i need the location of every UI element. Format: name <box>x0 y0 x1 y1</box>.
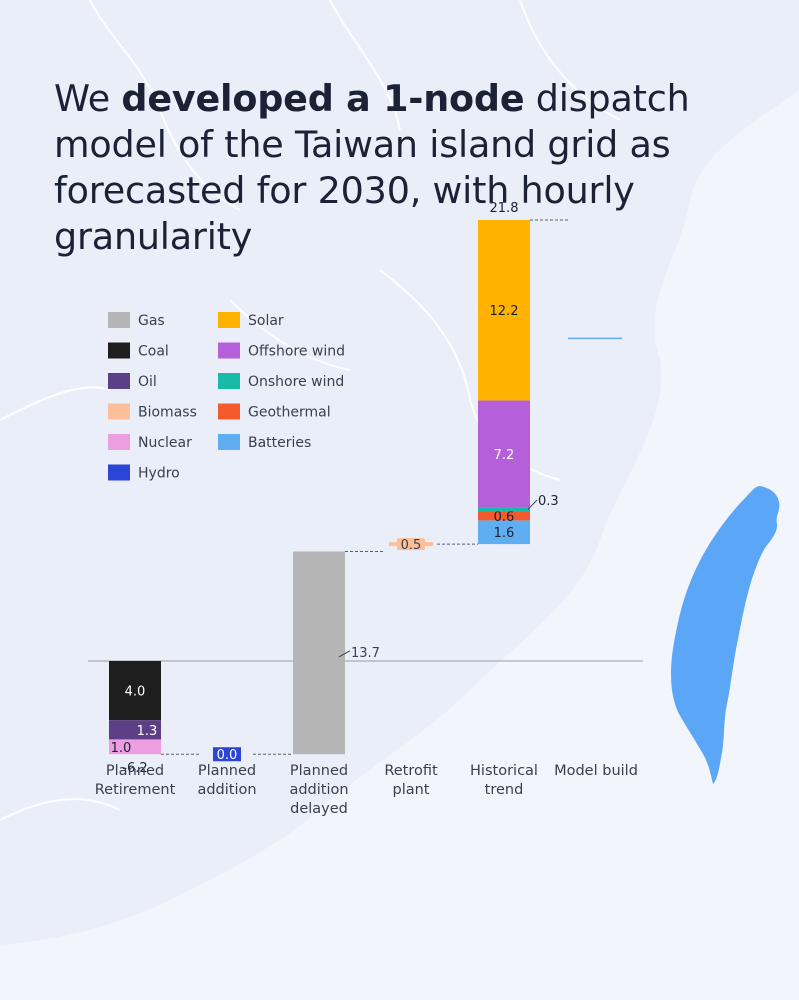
taiwan-island-shape <box>671 486 780 784</box>
chart-plot: 4.0 1.3 1.0 -6.2 0.0 13.7 0.5 1.60.6 0.3 7.2 12.2 2… <box>88 201 643 776</box>
legend-label-solar: Solar <box>248 313 284 329</box>
total-label-historical-trend: 21.8 <box>490 201 519 216</box>
headline: We developed a 1-node dispatch model of … <box>54 76 774 260</box>
data-label-oil: 1.3 <box>137 724 158 739</box>
legend-label-oil: Oil <box>138 374 157 390</box>
legend-label-batteries: Batteries <box>248 435 311 451</box>
data-label-solar: 12.2 <box>490 304 519 319</box>
legend-label-coal: Coal <box>138 344 169 360</box>
legend-label-nuclear: Nuclear <box>138 435 192 451</box>
x-tick-label-planned-retirement: Planned Retirement <box>95 763 176 798</box>
data-label-biomass: 0.5 <box>401 538 422 553</box>
data-label-geothermal: 0.6 <box>494 510 515 525</box>
legend-swatch-nuclear <box>108 434 130 450</box>
legend-swatch-offshore-wind <box>218 342 240 359</box>
legend-swatch-gas <box>108 312 130 328</box>
x-tick-label-model-build: Model build <box>554 763 638 779</box>
data-label-hydro: 0.0 <box>217 748 238 763</box>
legend-label-hydro: Hydro <box>138 466 180 482</box>
legend-swatch-hydro <box>108 464 130 481</box>
bar-offshore-wind <box>478 400 530 508</box>
legend-label-offshore-wind: Offshore wind <box>248 344 345 360</box>
bar-oil <box>109 720 161 740</box>
legend-swatch-geothermal <box>218 403 240 420</box>
x-axis-labels: Planned Retirement Planned addition Planned a… <box>95 763 638 817</box>
data-label-offshore-wind: 7.2 <box>494 448 515 463</box>
bar-hydro <box>213 747 241 762</box>
headline-bold: developed a 1-node <box>121 77 525 120</box>
x-tick-label-planned-addition-delayed: Planned addition delayed <box>289 763 348 817</box>
bar-biomass-whisker <box>389 542 433 547</box>
chart-legend: Gas Solar Coal Offshore wind Oil Onshore wind… <box>108 312 345 482</box>
legend-label-biomass: Biomass <box>138 405 197 421</box>
data-label-batteries: 1.6 <box>494 526 515 541</box>
bar-nuclear <box>109 739 161 755</box>
leader-onshore-wind <box>527 499 538 510</box>
bar-batteries <box>478 520 530 545</box>
headline-part1: We <box>54 77 122 120</box>
legend-swatch-oil <box>108 373 130 389</box>
legend-swatch-batteries <box>218 434 240 450</box>
data-label-coal: 4.0 <box>125 685 146 700</box>
legend-swatch-coal <box>108 342 130 359</box>
x-tick-label-planned-addition: Planned addition <box>197 763 256 798</box>
legend-swatch-onshore-wind <box>218 373 240 389</box>
data-label-gas: 13.7 <box>351 646 380 661</box>
bar-gas <box>293 551 345 755</box>
legend-label-geothermal: Geothermal <box>248 405 331 421</box>
legend-label-onshore-wind: Onshore wind <box>248 374 344 390</box>
taiwan-map-icon <box>671 486 780 784</box>
legend-swatch-solar <box>218 312 240 328</box>
total-label-planned-retirement: -6.2 <box>122 761 147 776</box>
bar-onshore-wind <box>478 507 530 512</box>
x-tick-label-historical-trend: Historical trend <box>470 763 538 798</box>
legend-swatch-biomass <box>108 403 130 420</box>
leader-gas <box>338 650 351 658</box>
data-label-onshore-wind: 0.3 <box>538 494 559 509</box>
bar-geothermal <box>478 511 530 521</box>
background-landmass <box>0 0 799 945</box>
bar-coal <box>109 661 161 721</box>
legend-label-gas: Gas <box>138 313 165 329</box>
data-label-nuclear: 1.0 <box>111 741 132 756</box>
bar-solar <box>478 219 530 401</box>
x-tick-label-retrofit-plant: Retrofit plant <box>384 763 438 798</box>
headline-part2: dispatch model of the Taiwan island grid… <box>54 77 690 258</box>
